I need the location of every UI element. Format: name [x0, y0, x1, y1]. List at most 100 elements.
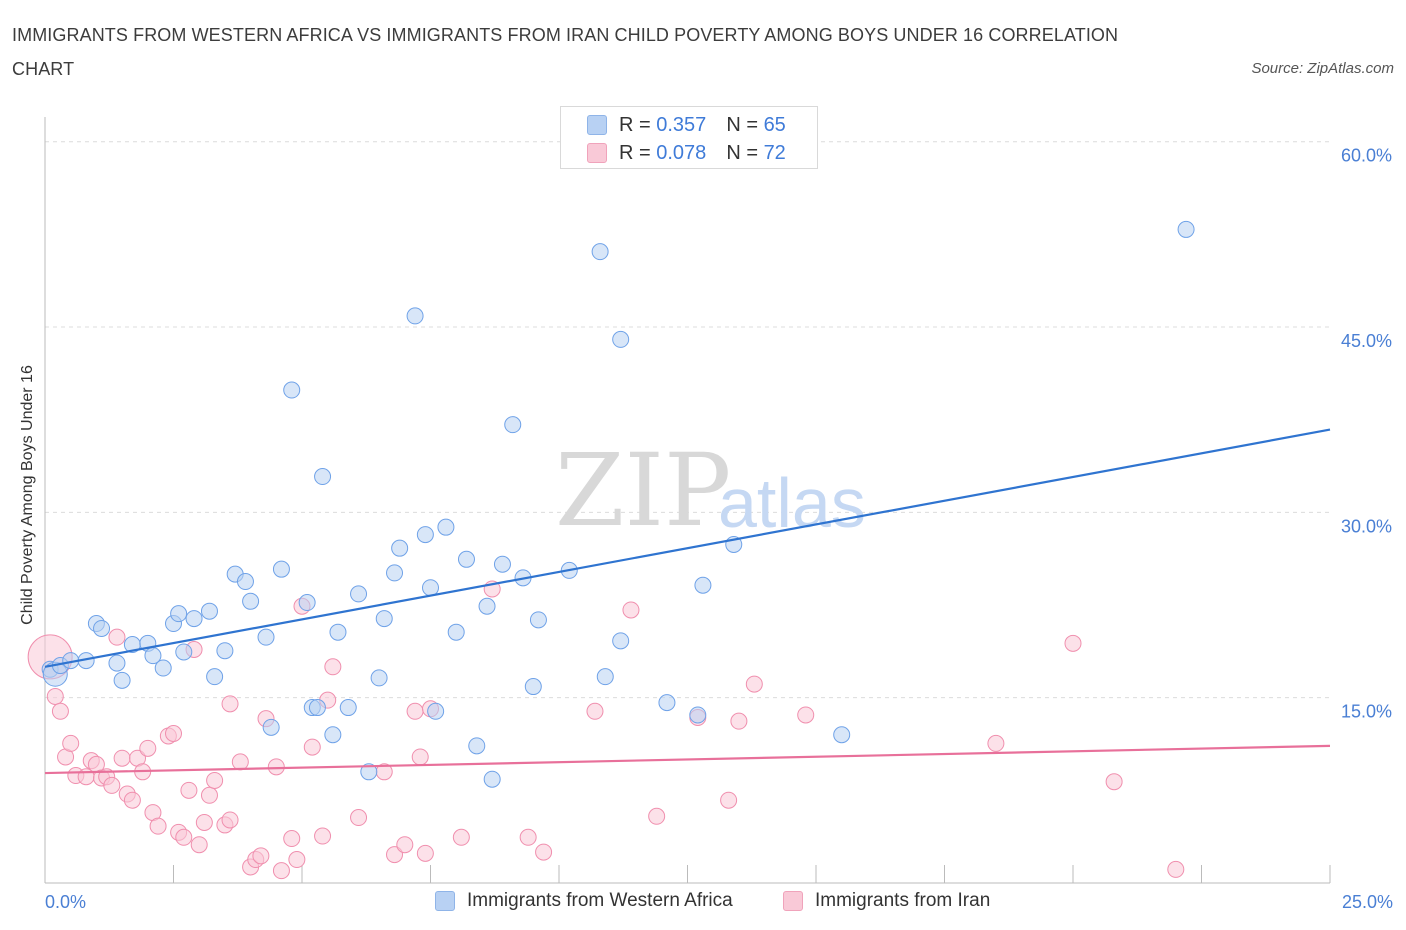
western-africa-point	[386, 564, 404, 582]
legend-swatch-blue	[587, 115, 607, 135]
iran-point	[1167, 860, 1185, 878]
iran-point	[386, 846, 404, 864]
y-tick-label: 60.0%	[1341, 146, 1392, 166]
iran-point	[252, 847, 270, 865]
watermark: ZIP atlas	[555, 432, 866, 549]
iran-point	[231, 753, 249, 771]
iran-point	[46, 687, 64, 705]
western-africa-point	[694, 576, 712, 594]
iran-point	[648, 807, 666, 825]
iran-point	[797, 706, 815, 724]
iran-point	[452, 828, 470, 846]
western-africa-point	[329, 623, 347, 641]
western-africa-point	[360, 763, 378, 781]
iran-point	[406, 702, 424, 720]
legend-r-value: 0.078	[656, 141, 707, 164]
legend-n-label: N =	[726, 113, 758, 136]
bottom-legend-label-western-africa: Immigrants from Western Africa	[467, 890, 733, 911]
legend-r-label: R =	[619, 141, 651, 164]
western-africa-point	[437, 518, 455, 536]
y-tick-label: 45.0%	[1341, 331, 1392, 351]
western-africa-point	[596, 668, 614, 686]
grid-lines	[45, 141, 1330, 699]
iran-point	[350, 809, 368, 827]
western-africa-point	[689, 706, 707, 724]
western-africa-point	[591, 243, 609, 261]
legend-row-western-africa: R = 0.357 N = 65	[587, 113, 786, 137]
western-africa-point	[529, 611, 547, 629]
correlation-legend: R = 0.357 N = 65 R = 0.078 N = 72	[560, 106, 818, 169]
bottom-legend-iran: Immigrants from Iran	[783, 890, 990, 912]
legend-n-label: N =	[726, 141, 758, 164]
western-africa-point	[200, 602, 218, 620]
iran-point	[221, 811, 239, 829]
western-africa-point	[308, 699, 326, 717]
series-iran-points	[27, 580, 1185, 880]
western-africa-point	[406, 307, 424, 325]
western-africa-point	[493, 555, 511, 573]
iran-point	[324, 658, 342, 676]
trend-line-western-africa	[44, 428, 1331, 668]
iran-point	[535, 843, 553, 861]
watermark-zip: ZIP	[555, 432, 731, 549]
western-africa-point	[236, 573, 254, 591]
iran-point	[314, 827, 332, 845]
iran-point	[416, 844, 434, 862]
legend-r-value: 0.357	[656, 113, 707, 136]
western-africa-point	[262, 718, 280, 736]
trend-lines	[44, 428, 1331, 775]
western-africa-point	[175, 643, 193, 661]
iran-point	[206, 771, 224, 789]
iran-point	[62, 734, 80, 752]
iran-point	[586, 702, 604, 720]
iran-point	[272, 862, 290, 880]
watermark-atlas: atlas	[718, 464, 866, 542]
western-africa-point	[314, 468, 332, 486]
iran-point	[267, 758, 285, 776]
western-africa-point	[113, 671, 131, 689]
axes	[44, 117, 1331, 884]
western-africa-point	[339, 699, 357, 717]
western-africa-point	[324, 726, 342, 744]
iran-point	[175, 828, 193, 846]
iran-point	[180, 781, 198, 799]
western-africa-point	[422, 579, 439, 597]
iran-point	[283, 830, 301, 848]
western-africa-point	[1177, 220, 1195, 238]
western-africa-point	[242, 592, 260, 610]
y-axis-label: Child Poverty Among Boys Under 16	[19, 365, 36, 625]
trend-line-iran	[44, 744, 1331, 775]
iran-point	[288, 851, 306, 869]
western-africa-point	[524, 678, 542, 696]
iran-point	[113, 749, 131, 767]
western-africa-point	[504, 416, 522, 434]
iran-point	[139, 739, 157, 757]
western-africa-point	[391, 539, 409, 557]
iran-point	[745, 675, 763, 693]
bottom-legend-swatch-blue	[435, 891, 455, 911]
western-africa-point	[468, 737, 486, 755]
bottom-legend-label-iran: Immigrants from Iran	[815, 890, 991, 911]
western-africa-point	[370, 669, 388, 687]
x-tick-label: 0.0%	[45, 892, 86, 912]
iran-point	[123, 791, 141, 809]
legend-swatch-pink	[587, 143, 607, 163]
western-africa-point	[298, 594, 316, 612]
legend-n-value: 72	[763, 141, 786, 164]
iran-point	[987, 734, 1005, 752]
western-africa-point	[416, 526, 434, 544]
western-africa-point	[483, 770, 501, 788]
western-africa-point	[427, 702, 445, 720]
western-africa-point	[612, 632, 630, 650]
iran-point	[1064, 634, 1082, 652]
bottom-legend-western-africa: Immigrants from Western Africa	[435, 890, 733, 912]
bottom-legend-swatch-pink	[783, 891, 803, 911]
iran-point	[1105, 773, 1123, 791]
iran-point	[200, 786, 218, 804]
western-africa-point	[658, 694, 676, 712]
iran-point	[195, 813, 213, 831]
iran-point	[622, 601, 640, 619]
western-africa-point	[170, 605, 188, 623]
western-africa-point	[93, 619, 111, 637]
